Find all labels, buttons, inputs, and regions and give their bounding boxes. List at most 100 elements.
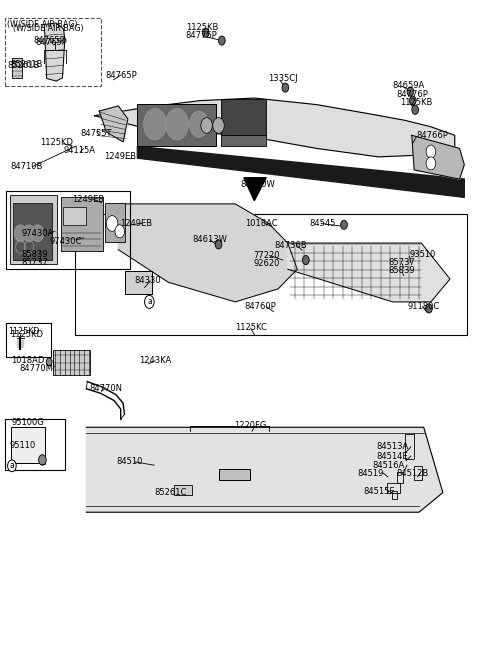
Circle shape <box>341 220 348 230</box>
Text: 84514E: 84514E <box>376 451 408 461</box>
Circle shape <box>46 358 52 366</box>
Bar <box>5 18 101 87</box>
Text: 84750W: 84750W <box>240 180 275 189</box>
Circle shape <box>166 108 189 140</box>
Circle shape <box>426 304 432 313</box>
Bar <box>63 207 86 225</box>
Circle shape <box>32 225 44 242</box>
Bar <box>218 469 250 480</box>
Polygon shape <box>95 98 455 157</box>
Text: 85737: 85737 <box>388 258 415 267</box>
Text: 92620: 92620 <box>253 259 280 268</box>
Bar <box>6 191 130 269</box>
Bar <box>405 434 414 459</box>
Text: 84766P: 84766P <box>417 131 448 140</box>
Text: 85261B: 85261B <box>10 60 42 70</box>
Text: 1249EB: 1249EB <box>120 219 152 228</box>
Text: 84765P: 84765P <box>34 36 66 45</box>
Circle shape <box>8 460 16 472</box>
Bar <box>124 271 152 294</box>
Text: (W/SIDE AIR BAG): (W/SIDE AIR BAG) <box>13 24 84 33</box>
Circle shape <box>426 157 436 170</box>
Circle shape <box>107 216 118 232</box>
Circle shape <box>202 28 209 37</box>
Bar <box>53 350 90 375</box>
Text: 97430C: 97430C <box>49 237 82 245</box>
Text: 84515E: 84515E <box>363 487 395 496</box>
Bar <box>392 491 397 499</box>
Text: 84770N: 84770N <box>90 384 123 392</box>
Polygon shape <box>44 23 65 81</box>
Circle shape <box>213 117 224 133</box>
Polygon shape <box>86 427 443 512</box>
Text: 1335CJ: 1335CJ <box>268 74 297 83</box>
Text: 84516A: 84516A <box>372 461 405 470</box>
Text: 84755T: 84755T <box>80 129 112 138</box>
Polygon shape <box>99 106 128 142</box>
Text: 91180C: 91180C <box>408 302 440 311</box>
Bar <box>218 469 250 480</box>
Bar <box>11 427 45 463</box>
Text: 85839: 85839 <box>388 266 415 275</box>
Bar <box>396 472 403 483</box>
Circle shape <box>190 111 208 137</box>
Text: 1249EB: 1249EB <box>104 152 136 161</box>
Text: 84770M: 84770M <box>20 364 53 373</box>
Bar <box>13 203 52 260</box>
Text: 84736B: 84736B <box>275 241 307 250</box>
Text: 1125KD: 1125KD <box>9 327 40 337</box>
Text: 1243KA: 1243KA <box>139 356 171 365</box>
Text: 85839: 85839 <box>22 250 48 258</box>
Text: 84510: 84510 <box>116 457 142 466</box>
Text: 84519: 84519 <box>357 469 384 478</box>
Bar <box>11 427 45 463</box>
Bar <box>414 466 422 480</box>
Bar <box>106 203 125 242</box>
Text: 1249EB: 1249EB <box>72 195 104 204</box>
Polygon shape <box>118 204 297 302</box>
Text: 84776P: 84776P <box>396 90 429 98</box>
Polygon shape <box>137 146 464 197</box>
Text: 84613W: 84613W <box>192 236 227 244</box>
Text: 93510: 93510 <box>409 251 436 259</box>
Circle shape <box>426 145 436 158</box>
Text: 84512B: 84512B <box>396 469 429 478</box>
Polygon shape <box>412 135 464 179</box>
Circle shape <box>412 105 419 114</box>
Text: 1125KD: 1125KD <box>40 138 73 147</box>
Bar <box>10 195 57 264</box>
Bar <box>5 419 65 470</box>
Text: 1220FG: 1220FG <box>234 422 267 430</box>
Circle shape <box>201 117 212 133</box>
Circle shape <box>144 108 167 140</box>
Text: a: a <box>10 461 15 470</box>
Text: 84765P: 84765P <box>36 38 68 47</box>
Text: 84659A: 84659A <box>393 81 425 89</box>
Text: 94115A: 94115A <box>63 146 96 155</box>
Text: 1125KB: 1125KB <box>400 98 433 107</box>
Circle shape <box>282 83 288 92</box>
Text: 1125KD: 1125KD <box>10 330 43 339</box>
Text: 1125KB: 1125KB <box>187 23 219 32</box>
Text: 85261B: 85261B <box>7 61 39 70</box>
Text: 84710B: 84710B <box>10 161 42 171</box>
Text: 77220: 77220 <box>253 251 280 260</box>
Text: 84330: 84330 <box>134 276 161 285</box>
Text: 84513A: 84513A <box>376 442 408 451</box>
Polygon shape <box>244 178 266 201</box>
Text: (W/SIDE AIR BAG): (W/SIDE AIR BAG) <box>7 20 78 30</box>
Polygon shape <box>288 243 450 302</box>
Text: 95100G: 95100G <box>12 418 45 426</box>
Text: 1125KC: 1125KC <box>235 323 267 333</box>
Circle shape <box>23 225 35 242</box>
Circle shape <box>302 255 309 264</box>
Circle shape <box>407 87 414 96</box>
Bar <box>221 135 266 146</box>
Bar <box>387 483 400 493</box>
Text: 84545: 84545 <box>309 219 336 228</box>
Bar <box>221 99 266 135</box>
Bar <box>60 197 103 251</box>
Bar <box>124 271 152 294</box>
Text: 95110: 95110 <box>10 441 36 450</box>
Text: 85737: 85737 <box>22 258 48 266</box>
